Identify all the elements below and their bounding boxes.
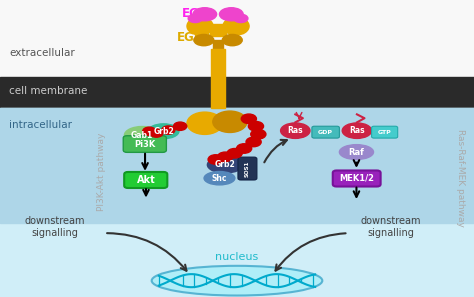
Text: Shc: Shc bbox=[212, 174, 227, 183]
Ellipse shape bbox=[124, 127, 160, 144]
Ellipse shape bbox=[281, 123, 310, 138]
Ellipse shape bbox=[152, 266, 322, 296]
Circle shape bbox=[241, 114, 256, 124]
Circle shape bbox=[246, 137, 261, 147]
Circle shape bbox=[237, 144, 252, 153]
Ellipse shape bbox=[193, 8, 217, 21]
FancyBboxPatch shape bbox=[238, 157, 257, 180]
Text: extracellular: extracellular bbox=[9, 48, 75, 59]
Text: nucleus: nucleus bbox=[215, 252, 259, 262]
Ellipse shape bbox=[187, 17, 213, 35]
Ellipse shape bbox=[187, 112, 223, 134]
FancyBboxPatch shape bbox=[123, 136, 166, 152]
Text: EGFR: EGFR bbox=[177, 31, 212, 44]
FancyArrowPatch shape bbox=[264, 140, 287, 162]
Text: Gab1: Gab1 bbox=[131, 131, 153, 140]
Text: PI3K-Akt pathway: PI3K-Akt pathway bbox=[98, 133, 106, 211]
Circle shape bbox=[248, 121, 264, 131]
Bar bbox=[0, 0, 474, 77]
Text: cell membrane: cell membrane bbox=[9, 86, 88, 96]
Bar bbox=[210, 24, 226, 36]
Ellipse shape bbox=[213, 111, 247, 132]
Ellipse shape bbox=[342, 123, 372, 138]
Ellipse shape bbox=[222, 34, 242, 46]
Text: Raf: Raf bbox=[348, 148, 365, 157]
FancyBboxPatch shape bbox=[312, 126, 339, 138]
Text: MEK1/2: MEK1/2 bbox=[339, 174, 374, 183]
Text: Ras: Ras bbox=[288, 126, 303, 135]
Text: downstream
signalling: downstream signalling bbox=[361, 217, 421, 238]
Text: EGF: EGF bbox=[182, 7, 207, 20]
Text: Ras-Raf-MEK pathway: Ras-Raf-MEK pathway bbox=[456, 129, 465, 227]
Text: Akt: Akt bbox=[137, 175, 155, 185]
Bar bbox=[0, 108, 474, 297]
FancyBboxPatch shape bbox=[372, 126, 398, 138]
FancyBboxPatch shape bbox=[333, 170, 381, 187]
Text: GDP: GDP bbox=[318, 130, 333, 135]
Ellipse shape bbox=[219, 8, 243, 21]
FancyArrowPatch shape bbox=[275, 233, 346, 271]
Text: SOS1: SOS1 bbox=[245, 160, 250, 177]
Ellipse shape bbox=[204, 171, 235, 185]
Text: intracellular: intracellular bbox=[9, 120, 73, 130]
Ellipse shape bbox=[148, 124, 179, 139]
Text: Pi3K: Pi3K bbox=[135, 140, 155, 148]
Circle shape bbox=[218, 152, 233, 162]
Circle shape bbox=[150, 129, 163, 137]
Ellipse shape bbox=[188, 14, 202, 23]
Circle shape bbox=[162, 126, 175, 134]
Ellipse shape bbox=[194, 34, 214, 46]
Text: downstream
signalling: downstream signalling bbox=[24, 217, 85, 238]
Bar bbox=[211, 49, 225, 108]
Circle shape bbox=[173, 122, 187, 130]
FancyArrowPatch shape bbox=[107, 233, 186, 271]
Text: GTP: GTP bbox=[378, 130, 392, 135]
Circle shape bbox=[208, 155, 223, 164]
Circle shape bbox=[143, 127, 156, 135]
Ellipse shape bbox=[207, 157, 243, 173]
Bar bbox=[0, 108, 474, 223]
FancyBboxPatch shape bbox=[124, 172, 167, 188]
Text: Ras: Ras bbox=[349, 126, 365, 135]
Text: Grb2: Grb2 bbox=[215, 160, 236, 169]
Bar bbox=[213, 40, 223, 49]
Ellipse shape bbox=[223, 17, 249, 35]
Circle shape bbox=[227, 148, 242, 158]
Bar bbox=[0, 77, 474, 108]
Ellipse shape bbox=[234, 14, 248, 23]
Ellipse shape bbox=[339, 145, 374, 159]
Text: Grb2: Grb2 bbox=[153, 127, 174, 136]
Circle shape bbox=[251, 129, 266, 139]
